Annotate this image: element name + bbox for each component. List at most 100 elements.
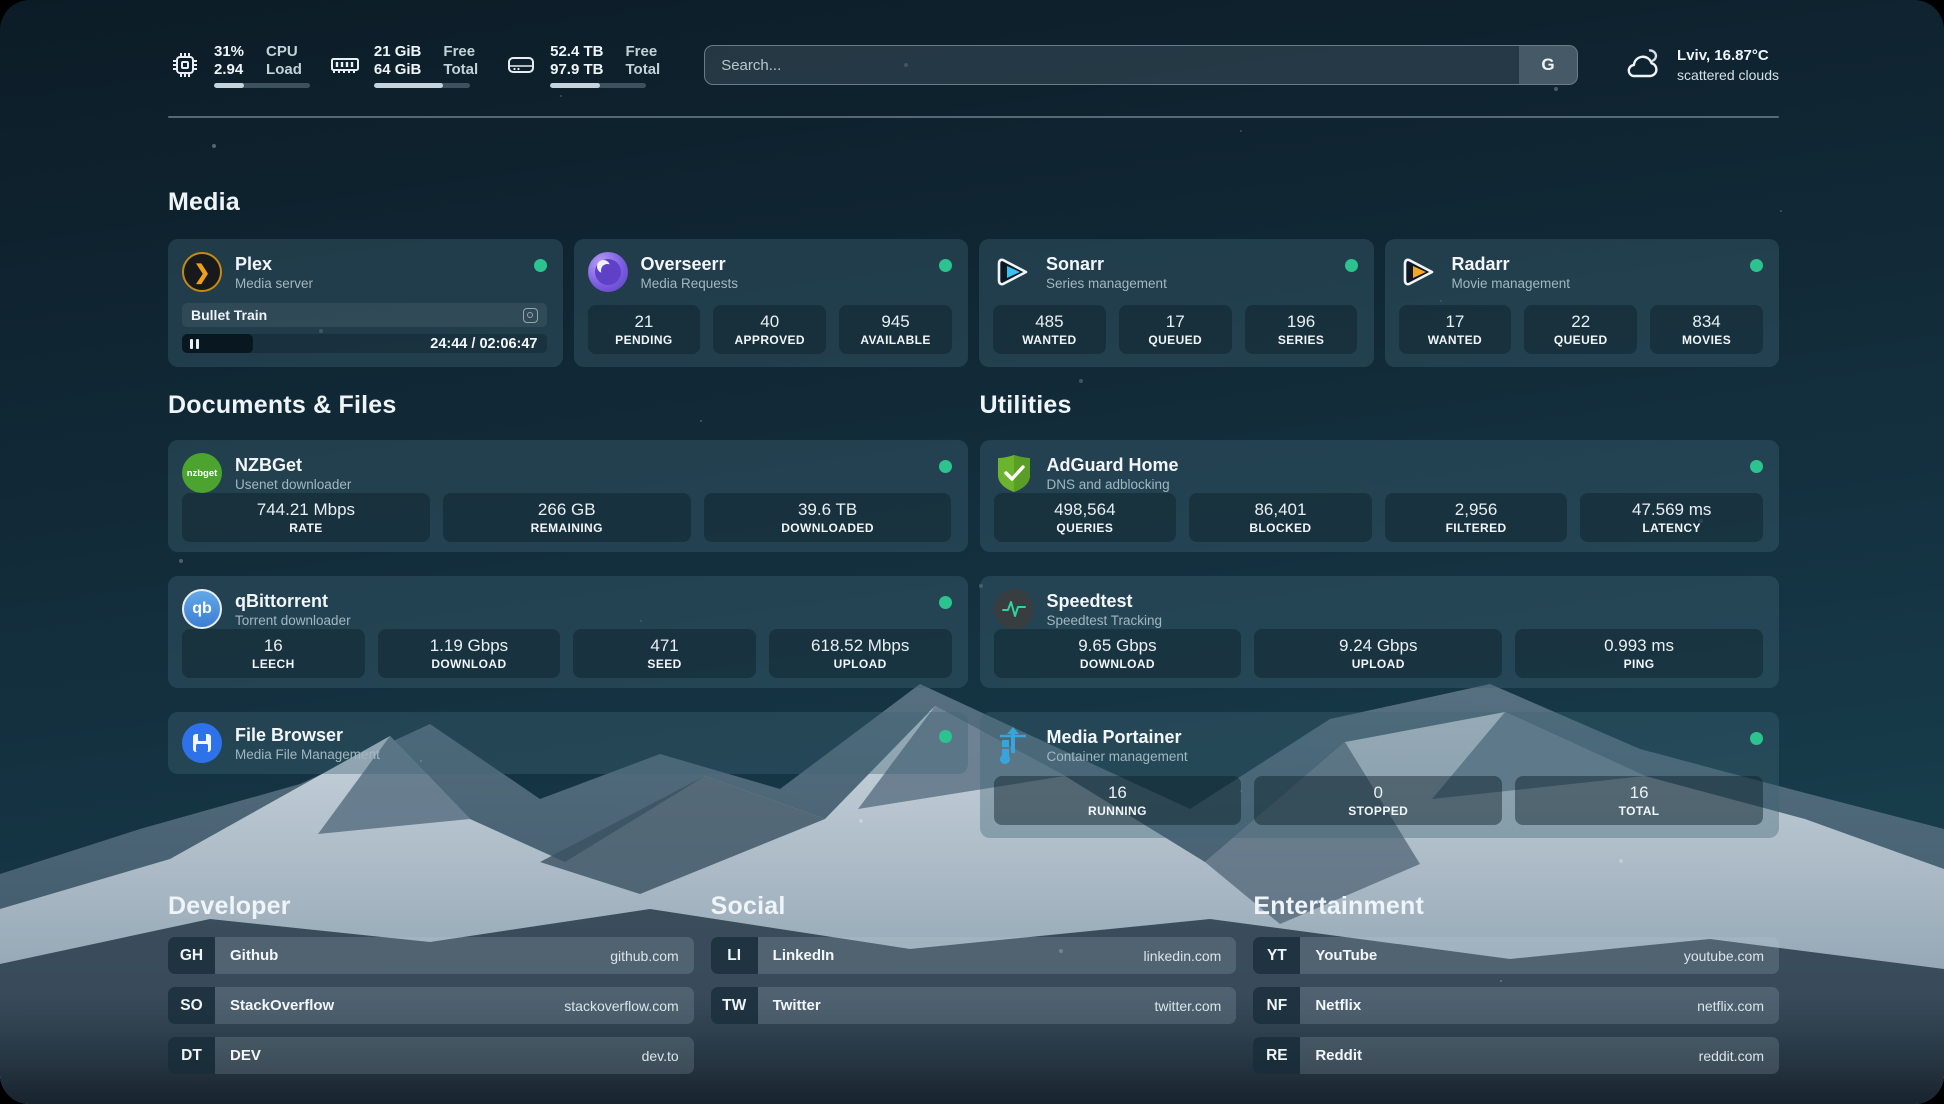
plex-progress-fill <box>182 334 254 353</box>
stat-label: UPLOAD <box>1351 657 1405 671</box>
cpu-load-value: 2.94 <box>214 60 244 78</box>
disk-values: 52.4 TB 97.9 TB <box>550 43 603 79</box>
disk-progress-bar <box>550 82 647 88</box>
portainer-card[interactable]: Media Portainer Container management 16 … <box>979 712 1779 838</box>
stat-label: BLOCKED <box>1249 521 1312 535</box>
speedtest-stat-ping: 0.993 ms PING <box>1515 629 1763 678</box>
nzbget-stat-rate: 744.21 Mbps RATE <box>182 493 430 542</box>
stat-label: LEECH <box>251 657 295 671</box>
qbittorrent-title: qBittorrent <box>235 591 328 611</box>
memory-total-value: 64 GiB <box>373 60 422 78</box>
stat-label: WANTED <box>1427 333 1483 347</box>
bookmark-stackoverflow[interactable]: SO StackOverflow stackoverflow.com <box>168 987 694 1024</box>
adguard-subtitle: DNS and adblocking <box>1046 477 1170 492</box>
section-title-social: Social <box>710 892 786 920</box>
bookmark-github[interactable]: GH Github github.com <box>168 937 694 974</box>
stat-label: QUERIES <box>1056 521 1114 535</box>
session-view-icon[interactable] <box>522 307 538 323</box>
stat-value: 0.993 ms <box>1604 636 1675 655</box>
cpu-chip-icon <box>168 48 202 82</box>
nzbget-icon: nzbget <box>182 453 222 493</box>
scattered-clouds-icon <box>1627 49 1658 78</box>
weather-widget: Lviv, 16.87°C scattered clouds <box>1622 46 1779 84</box>
memory-ram-icon <box>328 48 362 82</box>
bookmark-url: stackoverflow.com <box>564 997 679 1014</box>
stat-label: STOPPED <box>1348 804 1409 818</box>
nzbget-card[interactable]: nzbget NZBGet Usenet downloader 744.21 M… <box>168 440 968 552</box>
header-divider <box>168 116 1779 118</box>
radarr-card[interactable]: Radarr Movie management 17 WANTED 22 QUE… <box>1384 239 1779 367</box>
bookmark-abbr: DT <box>168 1037 215 1074</box>
section-title-documents: Documents & Files <box>168 391 397 419</box>
portainer-stat-running: 16 RUNNING <box>993 776 1242 825</box>
bookmark-linkedin[interactable]: LI LinkedIn linkedin.com <box>710 937 1237 974</box>
plex-subtitle: Media server <box>235 276 314 291</box>
stat-value: 1.19 Gbps <box>429 636 509 655</box>
stat-value: 16 <box>263 636 283 655</box>
adguard-card[interactable]: AdGuard Home DNS and adblocking 498,564 … <box>979 440 1779 552</box>
cpu-progress-fill <box>214 82 244 88</box>
memory-values: 21 GiB 64 GiB <box>374 43 422 79</box>
plex-now-playing: Bullet Train <box>182 303 547 327</box>
radarr-icon <box>1399 252 1439 292</box>
speedtest-card[interactable]: Speedtest Speedtest Tracking 9.65 Gbps D… <box>979 576 1779 688</box>
adguard-stat-blocked: 86,401 BLOCKED <box>1189 493 1372 542</box>
stat-value: 266 GB <box>537 500 596 519</box>
stat-value: 17 <box>1165 312 1185 331</box>
overseerr-card[interactable]: Overseerr Media Requests 21 PENDING 40 A… <box>573 239 968 367</box>
speedtest-subtitle: Speedtest Tracking <box>1046 613 1163 628</box>
stat-value: 0 <box>1373 783 1383 802</box>
stat-label: TOTAL <box>1618 804 1660 818</box>
cpu-labels: CPU Load <box>266 43 302 79</box>
qbittorrent-stat-seed: 471 SEED <box>573 629 756 678</box>
nzbget-subtitle: Usenet downloader <box>235 477 352 492</box>
qbittorrent-status-dot <box>938 596 952 609</box>
portainer-crane-icon <box>994 725 1034 765</box>
bookmark-dev[interactable]: DT DEV dev.to <box>168 1037 694 1074</box>
stat-label: REMAINING <box>530 521 603 535</box>
stat-value: 498,564 <box>1054 500 1116 519</box>
pause-icon[interactable] <box>190 338 199 349</box>
cpu-label-bottom: Load <box>266 60 302 78</box>
stat-label: MOVIES <box>1682 333 1732 347</box>
portainer-status-dot <box>1750 732 1763 745</box>
radarr-stat-movies: 834 MOVIES <box>1650 305 1763 354</box>
stat-value: 16 <box>1107 783 1127 802</box>
search-input[interactable] <box>704 45 1579 85</box>
filebrowser-status-dot <box>938 730 952 743</box>
overseerr-stat-approved: 40 APPROVED <box>713 305 827 354</box>
overseerr-stat-available: 945 AVAILABLE <box>839 305 952 354</box>
speedtest-pulse-icon <box>993 589 1034 629</box>
sonarr-card[interactable]: Sonarr Series management 485 WANTED 17 Q… <box>979 239 1374 367</box>
bookmark-netflix[interactable]: NF Netflix netflix.com <box>1253 987 1780 1024</box>
stat-label: DOWNLOAD <box>1079 657 1156 671</box>
plex-status-dot <box>533 259 547 272</box>
plex-card[interactable]: ❯ Plex Media server Bullet Train 24:44 / <box>168 239 563 367</box>
stat-value: 2,956 <box>1454 500 1498 519</box>
bookmark-abbr: RE <box>1253 1037 1301 1074</box>
bookmark-url: linkedin.com <box>1143 947 1222 964</box>
bookmark-name: LinkedIn <box>772 947 835 964</box>
stat-label: RUNNING <box>1088 804 1147 818</box>
bookmark-abbr: NF <box>1253 987 1301 1024</box>
bookmark-youtube[interactable]: YT YouTube youtube.com <box>1253 937 1780 974</box>
stat-value: 9.24 Gbps <box>1339 636 1418 655</box>
qbittorrent-card[interactable]: qb qBittorrent Torrent downloader 16 LEE… <box>168 576 968 688</box>
bookmark-twitter[interactable]: TW Twitter twitter.com <box>710 987 1237 1024</box>
adguard-status-dot <box>1750 460 1763 473</box>
speedtest-stat-upload: 9.24 Gbps UPLOAD <box>1254 629 1503 678</box>
cpu-values: 31% 2.94 <box>214 43 244 79</box>
bookmark-name: StackOverflow <box>230 997 335 1014</box>
search-provider-button[interactable]: G <box>1519 46 1578 84</box>
stat-value: 945 <box>881 312 910 331</box>
radarr-stat-wanted: 17 WANTED <box>1398 305 1512 354</box>
filebrowser-card[interactable]: File Browser Media File Management <box>168 712 968 774</box>
bookmark-reddit[interactable]: RE Reddit reddit.com <box>1253 1037 1780 1074</box>
developer-section: Developer GH Github github.com SO StackO… <box>168 892 694 1074</box>
overseerr-status-dot <box>939 259 952 272</box>
stat-value: 834 <box>1692 312 1721 331</box>
stat-label: DOWNLOAD <box>431 657 507 671</box>
stat-value: 485 <box>1035 312 1064 331</box>
sonarr-subtitle: Series management <box>1046 276 1167 291</box>
